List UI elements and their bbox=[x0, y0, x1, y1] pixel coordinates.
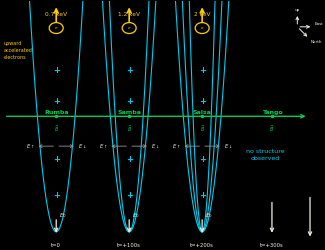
Text: +: + bbox=[199, 66, 206, 75]
Text: $E_0$: $E_0$ bbox=[205, 211, 213, 220]
Text: e: e bbox=[128, 26, 131, 30]
Text: $E_0$: $E_0$ bbox=[59, 211, 67, 220]
Text: 1.2 keV: 1.2 keV bbox=[118, 12, 140, 17]
Text: +: + bbox=[126, 191, 133, 200]
Text: +: + bbox=[53, 191, 60, 200]
Text: t=+300s: t=+300s bbox=[260, 243, 284, 248]
Text: upward
accelerated
electrons: upward accelerated electrons bbox=[4, 41, 33, 60]
Text: +: + bbox=[126, 66, 133, 75]
Text: -: - bbox=[133, 29, 134, 33]
Text: +: + bbox=[199, 155, 206, 164]
Text: Salsa: Salsa bbox=[193, 110, 212, 115]
Text: t=+100s: t=+100s bbox=[117, 243, 141, 248]
Text: t=+200s: t=+200s bbox=[190, 243, 214, 248]
Text: +: + bbox=[199, 191, 206, 200]
Text: +: + bbox=[53, 155, 60, 164]
Text: $\vec{B}$: $\vec{B}$ bbox=[200, 124, 205, 134]
Text: Samba: Samba bbox=[117, 110, 141, 115]
Text: $E_\uparrow$: $E_\uparrow$ bbox=[98, 142, 107, 150]
Text: +: + bbox=[126, 155, 133, 164]
Text: $\vec{B}$: $\vec{B}$ bbox=[54, 124, 59, 134]
Text: +: + bbox=[126, 97, 133, 106]
Text: e: e bbox=[55, 26, 58, 30]
Text: $E_\uparrow$: $E_\uparrow$ bbox=[26, 142, 34, 150]
Text: +: + bbox=[53, 97, 60, 106]
Text: +: + bbox=[53, 66, 60, 75]
Text: up: up bbox=[295, 8, 300, 12]
Text: $E_0$: $E_0$ bbox=[132, 211, 139, 220]
Text: Tango: Tango bbox=[262, 110, 282, 115]
Text: North: North bbox=[311, 40, 322, 44]
Text: -: - bbox=[205, 29, 207, 33]
Text: +: + bbox=[199, 97, 206, 106]
Text: $E_\downarrow$: $E_\downarrow$ bbox=[224, 142, 233, 150]
Text: $E_\downarrow$: $E_\downarrow$ bbox=[78, 142, 87, 150]
Text: East: East bbox=[315, 22, 324, 26]
Text: t=0: t=0 bbox=[51, 243, 61, 248]
Text: 0.7 keV: 0.7 keV bbox=[45, 12, 67, 17]
Text: $E_\uparrow$: $E_\uparrow$ bbox=[172, 142, 180, 150]
Text: $E_\downarrow$: $E_\downarrow$ bbox=[151, 142, 160, 150]
Text: 2 keV: 2 keV bbox=[194, 12, 210, 17]
Text: no structure
observed: no structure observed bbox=[246, 149, 285, 161]
Text: e: e bbox=[201, 26, 203, 30]
Text: -: - bbox=[59, 29, 61, 33]
Text: $\vec{B}$: $\vec{B}$ bbox=[269, 124, 275, 134]
Text: Rumba: Rumba bbox=[44, 110, 69, 115]
Text: $\vec{B}$: $\vec{B}$ bbox=[127, 124, 132, 134]
